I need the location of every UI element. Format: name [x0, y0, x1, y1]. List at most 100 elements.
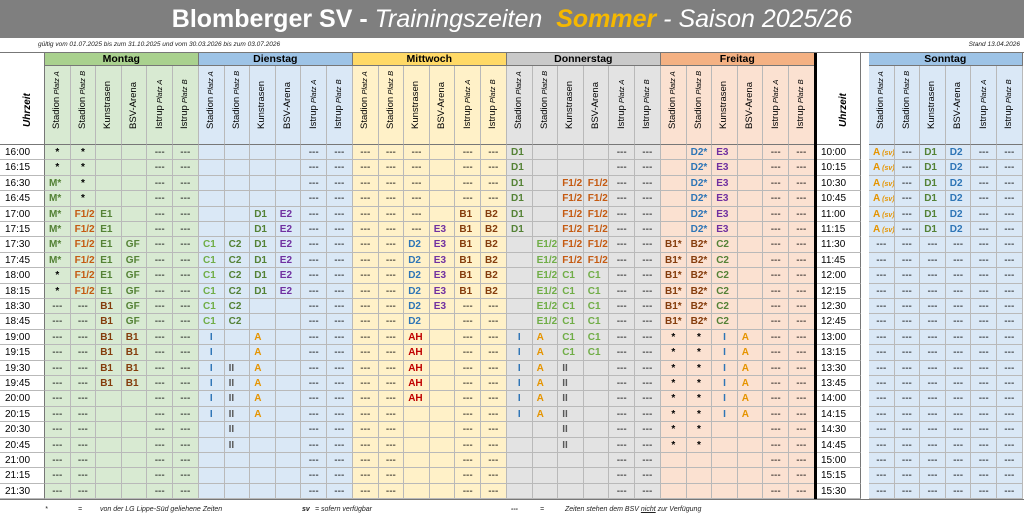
schedule-cell — [532, 483, 559, 500]
schedule-cell: --- — [920, 422, 946, 438]
schedule-cell: --- — [789, 360, 815, 376]
schedule-cell: --- — [455, 299, 481, 315]
schedule-cell — [224, 145, 251, 161]
schedule-cell: --- — [894, 376, 921, 392]
schedule-cell — [558, 483, 584, 500]
facility-header: Stadion Platz A — [199, 66, 225, 145]
schedule-cell: --- — [301, 222, 327, 238]
facility-header: Stadion Platz A — [45, 66, 71, 145]
schedule-cell — [224, 206, 251, 222]
schedule-cell: --- — [147, 453, 173, 469]
schedule-cell: C2 — [712, 237, 738, 253]
schedule-cell: B1 — [96, 376, 122, 392]
schedule-cell: D2 — [404, 268, 430, 284]
facility-label: Stadion Platz B — [692, 70, 704, 129]
schedule-cell: D2 — [404, 252, 430, 269]
schedule-cell — [429, 391, 456, 407]
schedule-cell: E2 — [275, 268, 302, 284]
schedule-cell: --- — [353, 252, 379, 269]
schedule-cell: --- — [327, 160, 353, 176]
schedule-cell: --- — [971, 437, 997, 453]
schedule-cell: --- — [378, 468, 405, 484]
schedule-cell: --- — [789, 329, 815, 346]
time-cell: 15:00 — [816, 453, 861, 469]
schedule-cell: --- — [971, 283, 997, 299]
time-cell: 20:00 — [0, 391, 45, 407]
schedule-cell: --- — [869, 360, 895, 376]
schedule-cell: --- — [173, 268, 199, 284]
schedule-cell: AH — [404, 376, 430, 392]
schedule-cell: D2 — [945, 145, 972, 161]
schedule-cell: I — [712, 329, 738, 346]
schedule-cell: --- — [869, 237, 895, 253]
schedule-cell: --- — [327, 437, 353, 453]
schedule-cell: I — [199, 360, 225, 376]
schedule-cell — [429, 483, 456, 500]
schedule-cell: --- — [971, 406, 997, 423]
schedule-cell: --- — [789, 145, 815, 161]
schedule-cell: --- — [147, 237, 173, 253]
schedule-cell — [250, 299, 276, 315]
schedule-cell: --- — [70, 422, 97, 438]
schedule-cell: --- — [869, 437, 895, 453]
schedule-cell: --- — [609, 391, 635, 407]
schedule-cell — [429, 206, 456, 222]
schedule-cell: F1/2 — [583, 206, 610, 222]
schedule-cell: E3 — [429, 299, 456, 315]
schedule-cell: C2 — [224, 299, 251, 315]
time-cell: 20:15 — [0, 406, 45, 423]
schedule-cell: --- — [997, 453, 1023, 469]
schedule-cell: --- — [920, 283, 946, 299]
schedule-cell: --- — [894, 299, 921, 315]
schedule-cell — [429, 314, 456, 330]
title-dash: - — [352, 4, 375, 33]
schedule-cell: --- — [404, 191, 430, 207]
facility-header: Stadion Platz A — [353, 66, 379, 145]
schedule-cell: --- — [301, 268, 327, 284]
time-cell: 18:15 — [0, 283, 45, 299]
schedule-cell: --- — [997, 145, 1023, 161]
facility-label: Istrup Platz A — [153, 79, 165, 129]
schedule-cell: D2* — [686, 206, 713, 222]
schedule-cell — [199, 206, 225, 222]
schedule-cell: --- — [378, 329, 405, 346]
schedule-cell: * — [661, 360, 687, 376]
time-cell: 20:45 — [0, 437, 45, 453]
schedule-cell: --- — [945, 283, 972, 299]
schedule-cell: --- — [971, 329, 997, 346]
schedule-cell — [96, 483, 122, 500]
schedule-cell: --- — [147, 422, 173, 438]
schedule-cell: --- — [45, 329, 71, 346]
schedule-cell — [404, 406, 430, 423]
schedule-cell: * — [661, 406, 687, 423]
schedule-cell: E3 — [712, 206, 738, 222]
schedule-cell: AH — [404, 391, 430, 407]
schedule-cell: --- — [327, 345, 353, 361]
schedule-cell: B1 — [96, 299, 122, 315]
schedule-cell: --- — [353, 299, 379, 315]
schedule-cell: --- — [45, 376, 71, 392]
schedule-cell: D2 — [404, 314, 430, 330]
time-cell: 12:00 — [816, 268, 861, 284]
schedule-cell — [737, 468, 764, 484]
schedule-cell: A — [737, 376, 764, 392]
time-cell: 21:00 — [0, 453, 45, 469]
schedule-cell — [121, 391, 148, 407]
time-cell: 12:45 — [816, 314, 861, 330]
schedule-cell — [532, 145, 559, 161]
time-cell: 19:45 — [0, 376, 45, 392]
schedule-cell — [532, 222, 559, 238]
schedule-cell — [404, 483, 430, 500]
schedule-cell: B2 — [481, 268, 507, 284]
schedule-cell: F1/2* — [70, 222, 97, 238]
schedule-cell: C1 — [558, 314, 584, 330]
schedule-cell — [661, 160, 687, 176]
schedule-cell — [250, 314, 276, 330]
schedule-cell: --- — [455, 175, 481, 192]
schedule-cell: --- — [353, 175, 379, 192]
schedule-cell: GF — [121, 283, 148, 299]
time-cell: 14:45 — [816, 437, 861, 453]
schedule-cell: --- — [789, 268, 815, 284]
schedule-cell: --- — [173, 145, 199, 161]
schedule-cell: --- — [763, 222, 789, 238]
